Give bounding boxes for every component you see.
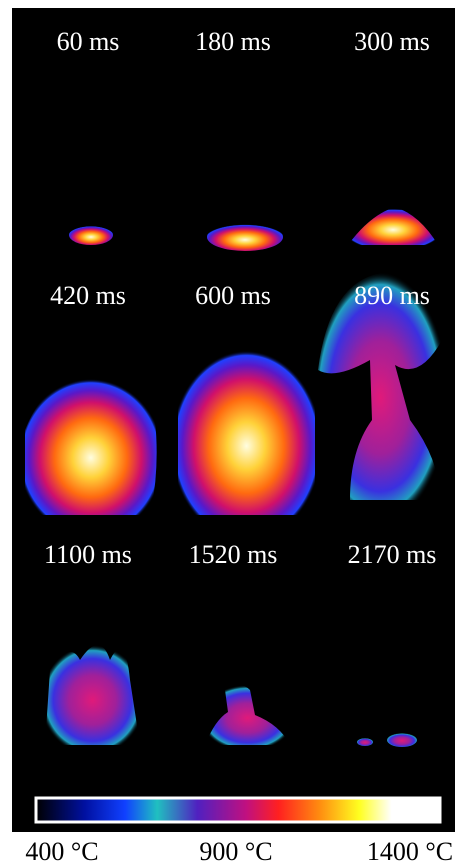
colorbar-label: 900 °C [199, 837, 272, 866]
thermal-blob [357, 738, 373, 746]
page: {"frames": [{"label": "60 ms"}, {"label"… [0, 0, 459, 867]
frame-label: 1520 ms [189, 540, 278, 569]
figure: 60 ms 180 ms 300 ms 420 ms 600 ms 890 ms 1100 … [0, 0, 459, 867]
thermal-blob [69, 225, 113, 245]
frame-label: 600 ms [195, 281, 271, 310]
frame-label: 890 ms [354, 281, 430, 310]
frame-label: 180 ms [195, 27, 271, 56]
frame-label: 420 ms [50, 281, 126, 310]
frame-label: 1100 ms [44, 540, 132, 569]
colorbar [36, 798, 440, 822]
frame-label: 300 ms [354, 27, 430, 56]
thermal-blob [387, 733, 417, 747]
thermal-blob [45, 645, 140, 745]
colorbar-label: 1400 °C [367, 837, 453, 866]
colorbar-label: 400 °C [25, 837, 98, 866]
frame-label: 2170 ms [348, 540, 437, 569]
thermal-blob [207, 223, 283, 251]
frame-label: 60 ms [57, 27, 120, 56]
